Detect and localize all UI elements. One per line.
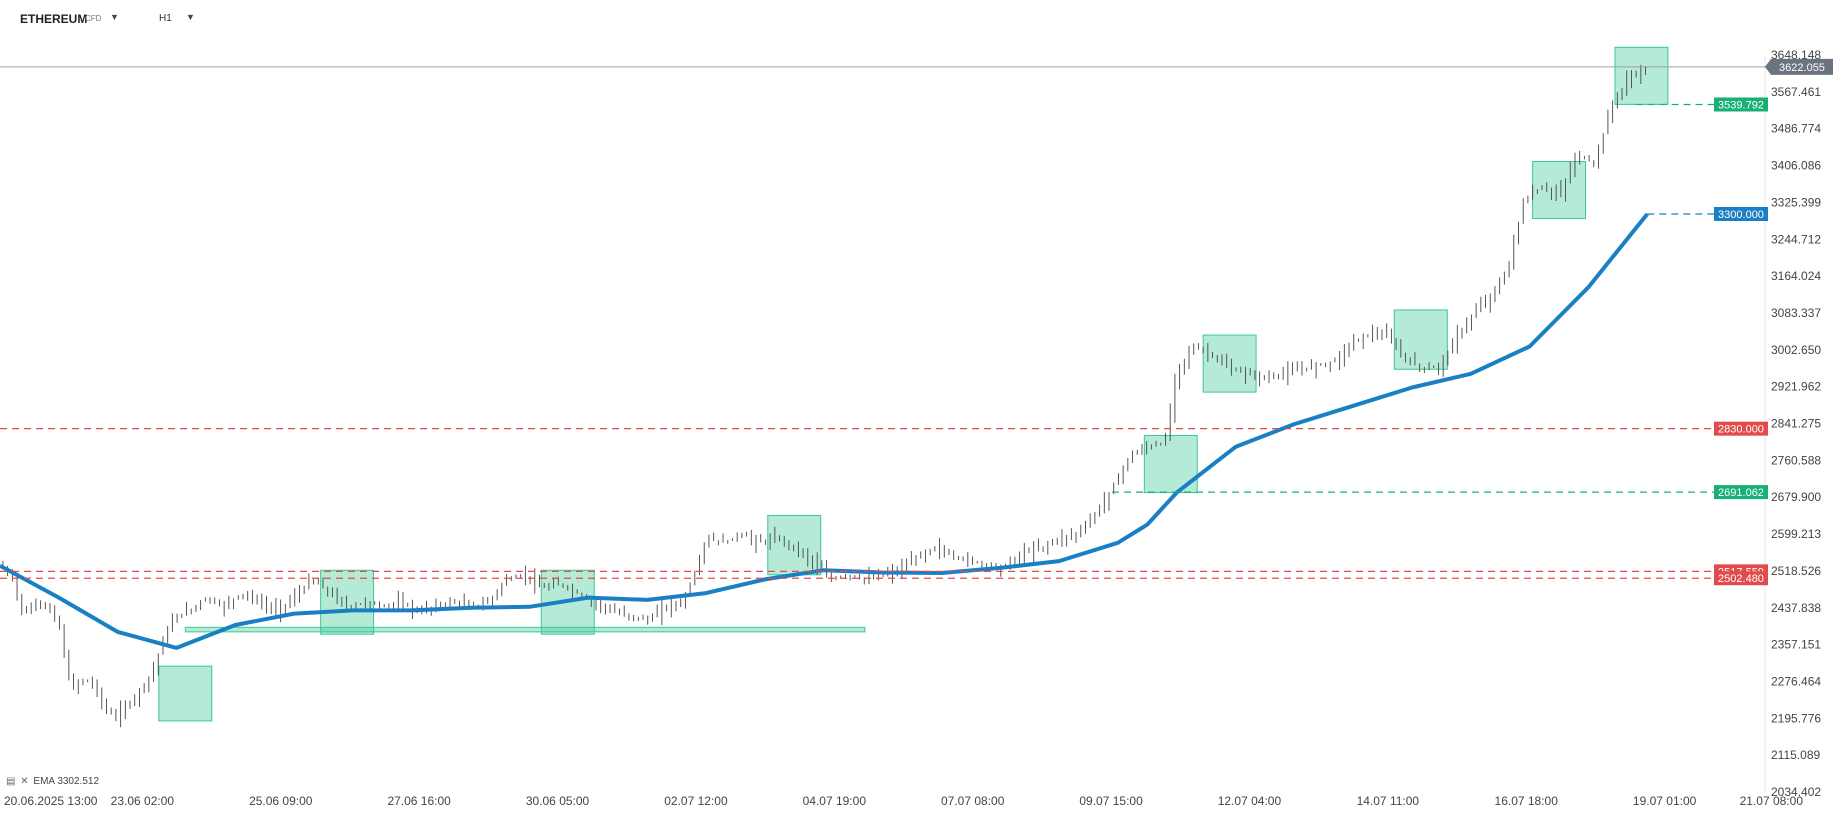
y-tick-label: 2357.151 [1771,638,1821,652]
y-tick-label: 3406.086 [1771,159,1821,173]
y-tick-label: 3486.774 [1771,122,1821,136]
zone-box [1393,309,1448,370]
y-tick-label: 3083.337 [1771,306,1821,320]
price-level-tag [1714,485,1768,500]
x-tick-label: 27.06 16:00 [387,794,451,808]
y-tick-label: 2115.089 [1771,748,1820,762]
x-tick-label: 07.07 08:00 [941,794,1005,808]
y-tick-label: 3164.024 [1771,269,1821,283]
y-tick-label: 2276.464 [1771,674,1821,688]
zone-box [1202,334,1257,393]
chart-toolbar: ETHEREUM CFD ▼ H1 ▼ [0,0,600,34]
price-level-tag [1714,97,1768,112]
y-tick-label: 3648.148 [1771,48,1821,62]
x-tick-label: 09.07 15:00 [1079,794,1143,808]
timeframe-label[interactable]: H1 [159,13,172,24]
zone-box [1532,160,1587,220]
y-tick-label: 2760.588 [1771,453,1821,467]
zone-box [767,514,822,576]
y-tick-label: 2034.402 [1771,785,1821,799]
x-tick-label: 14.07 11:00 [1357,794,1420,808]
y-tick-label: 2437.838 [1771,601,1821,615]
indicator-name: EMA [33,776,55,787]
symbol-type: CFD [85,14,102,23]
indicator-remove-icon[interactable]: ✕ [20,776,29,787]
price-level-label: 2691.062 [1718,487,1764,499]
zone-box [158,665,213,722]
zone-box [184,626,866,633]
x-tick-label: 12.07 04:00 [1218,794,1282,808]
x-tick-label: 16.07 18:00 [1495,794,1559,808]
indicator-value: 3302.512 [57,776,100,787]
x-tick-label: 23.06 02:00 [111,794,175,808]
zone-box [1614,46,1669,105]
x-tick-label: 25.06 09:00 [249,794,313,808]
x-tick-label: 04.07 19:00 [803,794,867,808]
current-price-label: 3622.055 [1779,62,1825,74]
indicator-legend: ▤ ✕ EMA 3302.512 [6,776,99,787]
x-tick-label: 30.06 05:00 [526,794,590,808]
symbol-name[interactable]: ETHEREUM [20,12,88,26]
y-tick-label: 3325.399 [1771,195,1821,209]
zone-box [320,569,375,635]
indicator-settings-icon[interactable]: ▤ [6,776,16,787]
y-tick-label: 2195.776 [1771,711,1821,725]
price-level-label: 2502.480 [1718,573,1764,585]
x-tick-label: 20.06.2025 13:00 [4,794,98,808]
symbol-dropdown-icon[interactable]: ▼ [110,12,119,22]
price-level-label: 3300.000 [1718,209,1764,221]
y-tick-label: 2679.900 [1771,490,1821,504]
y-tick-label: 2518.526 [1771,564,1821,578]
y-tick-label: 3567.461 [1771,85,1821,99]
price-level-label: 2830.000 [1718,424,1764,436]
y-tick-label: 2921.962 [1771,380,1821,394]
ema-line [0,212,1649,650]
price-level-label: 3539.792 [1718,99,1764,111]
price-level-tag [1714,421,1768,436]
y-tick-label: 2599.213 [1771,527,1821,541]
price-level-tag [1714,206,1768,221]
x-tick-label: 21.07 08:00 [1740,794,1804,808]
y-tick-label: 3244.712 [1771,232,1821,246]
x-tick-label: 02.07 12:00 [664,794,728,808]
price-level-tag [1714,571,1768,586]
current-price-tag [1765,58,1833,75]
y-tick-label: 2841.275 [1771,417,1821,431]
x-tick-label: 19.07 01:00 [1633,794,1697,808]
timeframe-dropdown-icon[interactable]: ▼ [186,12,195,22]
y-tick-label: 3002.650 [1771,343,1821,357]
